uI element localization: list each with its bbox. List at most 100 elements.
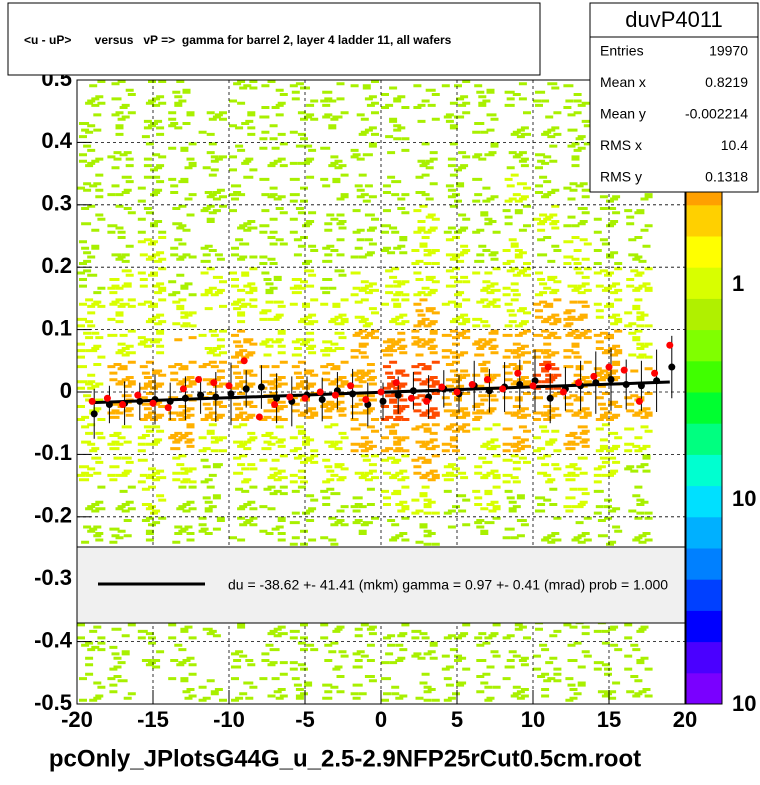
heat-cell [472, 267, 501, 295]
heat-cell [259, 485, 288, 511]
heat-cell [541, 516, 562, 544]
heat-cell [350, 363, 377, 388]
stats-value: -0.002214 [685, 106, 748, 122]
heat-cell [109, 519, 132, 544]
palette-band [686, 392, 722, 424]
profile-point [438, 383, 446, 391]
heat-cell [510, 111, 531, 139]
heat-cell [172, 204, 195, 232]
heat-cell [137, 298, 167, 326]
heat-cell [111, 111, 136, 136]
heat-cell [200, 267, 227, 297]
heat-cell [502, 360, 531, 388]
heat-cell [289, 207, 317, 234]
heat-cell [229, 80, 258, 105]
heat-cell [593, 238, 623, 265]
heat-cell [443, 677, 467, 702]
heat-cell [502, 204, 531, 232]
heat-cell [502, 267, 531, 297]
heat-cell [535, 271, 562, 297]
heat-cell [324, 423, 349, 451]
heat-cell [291, 677, 313, 700]
profile-point [273, 394, 281, 402]
heat-cell [79, 672, 106, 702]
heat-cell [176, 485, 197, 513]
legend-text: du = -38.62 +- 41.41 (mkm) gamma = 0.97 … [228, 577, 668, 593]
heat-cell [354, 454, 379, 482]
x-tick-label: 0 [375, 707, 387, 732]
heat-cell [198, 360, 227, 388]
heat-cell [502, 392, 531, 419]
heat-cell [198, 423, 227, 453]
heat-cell [141, 119, 165, 139]
stats-label: Mean x [600, 74, 646, 90]
heat-cell [172, 80, 191, 107]
heat-cell [385, 117, 410, 141]
heat-cell [411, 454, 440, 482]
profile-point [590, 372, 598, 380]
heat-cell [474, 244, 499, 263]
profile-point [271, 400, 279, 408]
heat-cell [563, 360, 592, 388]
profile-point [181, 394, 189, 402]
heat-cell [77, 269, 106, 295]
heat-cell [111, 610, 136, 638]
profile-point [225, 382, 233, 390]
heat-cell [107, 456, 134, 482]
heat-cell [77, 173, 104, 199]
heat-cell [198, 329, 227, 357]
palette-label: 1 [732, 271, 744, 296]
heat-cell [533, 643, 562, 671]
heat-cell [115, 485, 136, 513]
heat-cell [261, 425, 286, 451]
heat-cell [168, 672, 197, 700]
heat-cell [350, 487, 375, 513]
profile-point [622, 381, 630, 389]
heat-cell [231, 360, 258, 390]
heat-cell [107, 329, 136, 357]
heat-cell [502, 454, 531, 484]
heat-cell [502, 425, 531, 453]
profile-point [468, 381, 476, 389]
profile-point [227, 390, 235, 398]
heat-cell [563, 207, 590, 228]
palette-band [686, 579, 722, 611]
profile-point [514, 369, 522, 377]
heat-cell [571, 516, 592, 544]
profile-point [651, 369, 659, 377]
profile-point [240, 357, 248, 365]
heat-cell [563, 182, 590, 201]
profile-point [257, 383, 265, 391]
heatmap [77, 80, 653, 702]
palette-band [686, 298, 722, 331]
heat-cell [441, 80, 471, 107]
heat-cell [502, 616, 531, 640]
heat-cell [137, 329, 165, 355]
heat-cell [415, 173, 438, 201]
heat-cell [79, 144, 104, 168]
heat-cell [107, 675, 136, 700]
heat-cell [593, 456, 621, 484]
heat-cell [107, 298, 136, 324]
profile-point [559, 388, 567, 396]
profile-point [485, 387, 493, 395]
heat-cell [533, 392, 562, 421]
profile-point [136, 397, 144, 405]
profile-point [379, 397, 387, 405]
profile-point [668, 363, 676, 371]
heat-cell [168, 423, 195, 451]
heat-cell [381, 298, 410, 326]
heat-cell [137, 236, 167, 263]
profile-point [394, 391, 402, 399]
heat-cell [506, 151, 529, 170]
heat-cell [381, 643, 408, 665]
heat-cell [229, 516, 258, 542]
heat-cell [537, 454, 562, 484]
heat-cell [350, 142, 377, 161]
heat-cell [445, 267, 471, 297]
heat-cell [624, 392, 653, 419]
heat-cell [352, 643, 375, 669]
profile-point [347, 382, 355, 390]
heat-cell [137, 267, 167, 295]
